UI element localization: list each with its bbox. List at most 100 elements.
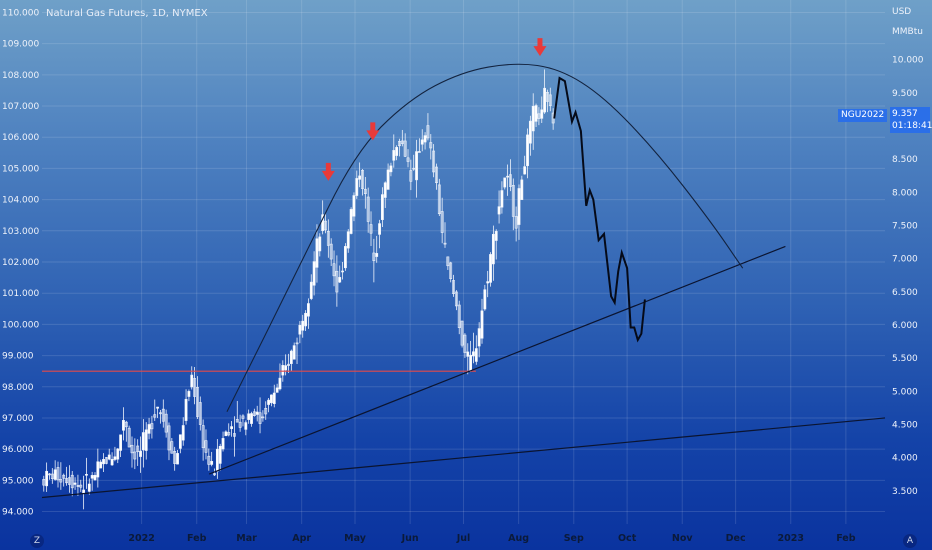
- candle-body: [150, 423, 154, 430]
- candle-179: [551, 108, 555, 130]
- candle-body: [156, 406, 160, 409]
- candle-116: [372, 238, 376, 283]
- candle-body: [62, 474, 66, 479]
- candle-51: [187, 389, 191, 402]
- time-tick-7: Aug: [508, 533, 529, 544]
- candle-3: [50, 468, 54, 484]
- candle-11: [73, 477, 77, 490]
- zoom-button[interactable]: Z: [30, 534, 44, 548]
- candle-body: [531, 105, 535, 132]
- candle-98: [321, 200, 325, 235]
- candle-body: [130, 444, 134, 454]
- candle-body: [250, 413, 253, 424]
- candle-78: [264, 401, 268, 420]
- candle-body: [324, 220, 327, 231]
- candle-body: [292, 345, 296, 360]
- candle-body: [528, 120, 532, 144]
- candle-153: [477, 322, 481, 358]
- candle-52: [190, 366, 194, 390]
- candle-body: [301, 320, 305, 331]
- candle-151: [472, 332, 475, 364]
- candle-109: [352, 192, 356, 222]
- candle-body: [341, 270, 344, 273]
- candle-50: [184, 389, 188, 425]
- arrow-shaft: [325, 162, 331, 172]
- left-tick-7: 101.000: [2, 289, 39, 299]
- candle-170: [526, 128, 529, 179]
- price-box: 9.357 01:18:41: [890, 107, 932, 133]
- down-arrow-0[interactable]: [321, 162, 335, 181]
- candle-body: [420, 139, 424, 145]
- candle-95: [312, 251, 316, 296]
- candle-177: [546, 89, 549, 113]
- candle-body: [136, 445, 140, 453]
- projection-path[interactable]: [553, 76, 646, 343]
- candle-layer: [42, 69, 555, 510]
- candle-body: [87, 483, 91, 492]
- candle-16: [87, 478, 91, 495]
- candle-body: [315, 238, 319, 268]
- candle-137: [432, 144, 436, 178]
- lower-trendline[interactable]: [41, 417, 886, 499]
- candle-30: [127, 425, 131, 448]
- candle-body: [446, 256, 450, 267]
- candle-100: [326, 219, 330, 258]
- candle-body: [503, 177, 507, 188]
- ticker-badge[interactable]: NGU2022: [838, 109, 888, 122]
- candle-body: [99, 461, 103, 469]
- candle-129: [409, 159, 413, 191]
- candle-167: [517, 184, 521, 240]
- candle-114: [366, 187, 370, 233]
- candle-102: [332, 250, 336, 287]
- candle-body: [153, 414, 157, 418]
- candle-33: [136, 439, 140, 466]
- candle-132: [417, 138, 421, 153]
- candle-body: [298, 324, 302, 335]
- candle-154: [480, 298, 484, 344]
- time-tick-9: Oct: [618, 533, 637, 544]
- candle-176: [543, 69, 546, 114]
- candle-body: [210, 461, 214, 465]
- down-arrow-1[interactable]: [366, 122, 380, 141]
- candle-body: [119, 434, 123, 451]
- upper-trendline[interactable]: [208, 245, 786, 475]
- candle-81: [272, 384, 276, 408]
- candle-body: [489, 254, 492, 283]
- candle-body: [335, 270, 339, 293]
- candle-163: [506, 164, 510, 196]
- candle-43: [164, 409, 168, 438]
- candle-body: [238, 421, 242, 428]
- grid-layer: [42, 0, 885, 524]
- resistance-arc[interactable]: [226, 63, 744, 412]
- candle-body: [440, 211, 444, 233]
- candle-162: [503, 177, 507, 190]
- candle-80: [270, 394, 273, 407]
- candle-99: [324, 213, 327, 234]
- left-tick-4: 98.000: [2, 383, 34, 393]
- time-tick-10: Nov: [672, 533, 693, 544]
- candle-27: [119, 434, 123, 458]
- candle-body: [113, 456, 117, 460]
- candle-75: [255, 405, 259, 422]
- auto-scale-button[interactable]: A: [903, 534, 917, 548]
- candle-body: [477, 328, 481, 347]
- candle-34: [139, 436, 142, 473]
- candle-body: [472, 351, 475, 357]
- candle-44: [167, 422, 171, 461]
- candle-45: [170, 437, 174, 454]
- candle-body: [312, 261, 316, 286]
- down-arrow-2[interactable]: [533, 38, 547, 57]
- candle-body: [48, 473, 51, 476]
- right-tick-6: 6.500: [892, 288, 918, 298]
- candle-13: [79, 479, 83, 492]
- candle-body: [417, 151, 421, 153]
- candle-17: [90, 471, 94, 491]
- left-tick-15: 109.000: [2, 40, 39, 50]
- candle-body: [270, 394, 273, 404]
- candle-body: [435, 166, 438, 183]
- candle-174: [537, 107, 541, 126]
- candle-35: [141, 419, 145, 468]
- candle-128: [406, 149, 410, 168]
- candle-59: [210, 451, 214, 467]
